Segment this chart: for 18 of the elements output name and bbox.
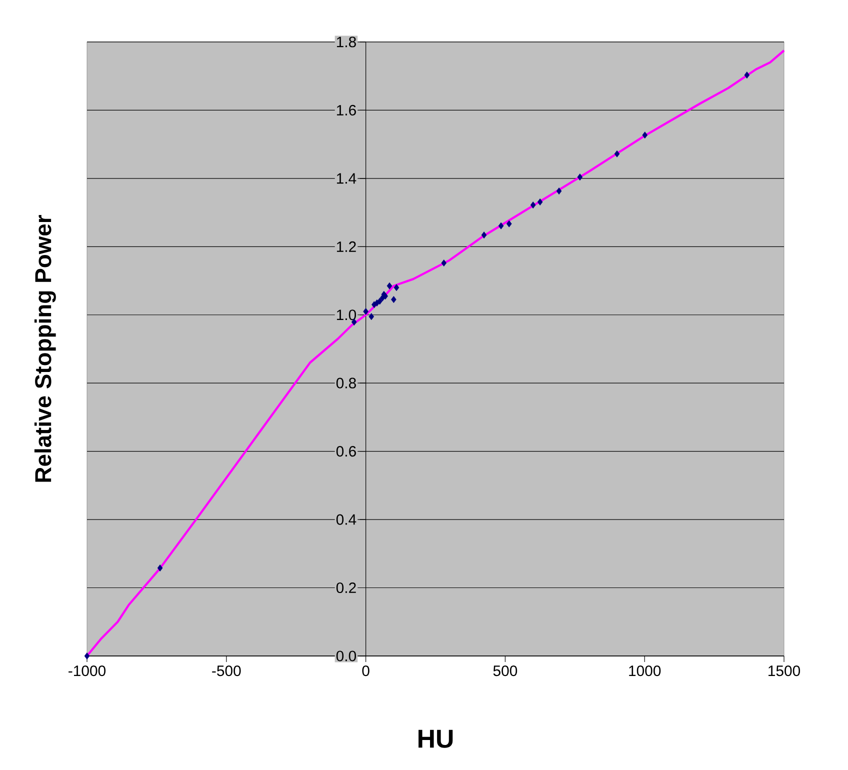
y-tick-label: 0.8 bbox=[336, 378, 356, 388]
y-tick-label: 1.0 bbox=[336, 310, 356, 320]
y-tick-label: 1.6 bbox=[336, 104, 356, 116]
x-tick-label: 1500 bbox=[768, 666, 800, 676]
y-tick-label: 1.4 bbox=[336, 173, 356, 184]
x-tick-label: 0 bbox=[362, 666, 370, 676]
x-tick-label: 1000 bbox=[629, 666, 661, 676]
x-tick-label: -500 bbox=[212, 666, 241, 676]
y-axis-title: Relative Stopping Power bbox=[34, 215, 56, 482]
x-tick-label: 500 bbox=[493, 666, 518, 676]
y-tick-label: 0.4 bbox=[336, 514, 356, 525]
y-tick-label: 0.0 bbox=[336, 650, 356, 662]
y-tick-label: 0.2 bbox=[336, 582, 356, 594]
y-tick-label: 0.6 bbox=[336, 446, 356, 457]
y-tick-label: 1.8 bbox=[336, 36, 356, 48]
x-tick-label: -1000 bbox=[68, 666, 106, 676]
y-tick-label: 1.2 bbox=[336, 241, 356, 252]
x-axis-title: HU bbox=[418, 730, 453, 748]
